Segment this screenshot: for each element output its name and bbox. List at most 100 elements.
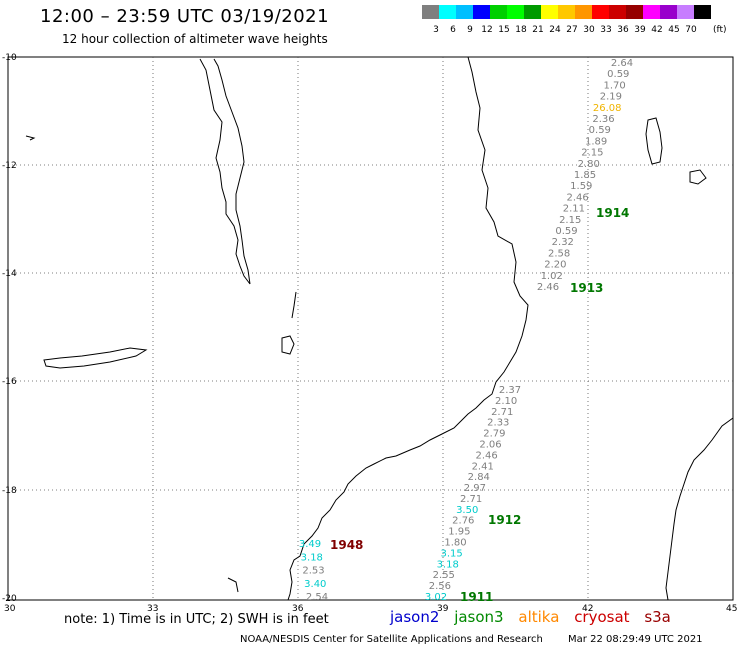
lake-malawi <box>199 58 251 285</box>
scale-swatch <box>643 5 660 19</box>
shire-river <box>291 291 297 319</box>
scale-label: 30 <box>583 25 595 35</box>
scale-label: 39 <box>634 25 646 35</box>
wave-height-value: 2.15 <box>581 148 603 159</box>
scale-label: 36 <box>617 25 629 35</box>
lon-label-30: 30 <box>4 604 16 614</box>
lon-label-36: 36 <box>292 604 304 614</box>
scale-unit: (ft) <box>713 25 727 35</box>
wave-height-value: 2.58 <box>548 248 570 259</box>
scale-swatch <box>592 5 609 19</box>
lake-chilwa <box>281 335 295 355</box>
scale-label: 6 <box>450 25 456 35</box>
wave-height-value: 2.32 <box>552 237 574 248</box>
lat-label-10: -10 <box>2 53 17 63</box>
wave-height-value: 1.89 <box>585 136 607 147</box>
wave-height-value: 2.79 <box>483 429 505 440</box>
color-scale-legend: 3 6 9 12 15 18 21 24 27 30 33 36 39 42 45 70 (ft) <box>422 5 727 35</box>
wave-height-value: 2.46 <box>475 450 497 461</box>
wave-height-value: 1.85 <box>574 170 596 181</box>
lat-label-20: -20 <box>2 594 17 604</box>
island-west <box>25 135 36 141</box>
wave-height-value: 3.15 <box>440 548 462 559</box>
footer: NOAA/NESDIS Center for Satellite Applica… <box>240 634 725 645</box>
wave-height-value: 2.53 <box>302 566 324 577</box>
scale-swatch <box>507 5 524 19</box>
wave-height-value: 2.55 <box>433 570 455 581</box>
pass-label-1948: 1948 <box>330 538 363 552</box>
scale-swatch <box>575 5 592 19</box>
wave-height-value: 1.59 <box>570 181 592 192</box>
map-title: 12:00 – 23:59 UTC 03/19/2021 <box>40 6 330 27</box>
wave-height-value: 2.06 <box>479 440 501 451</box>
wave-height-value: 26.08 <box>593 103 622 114</box>
satellite-cryosat: cryosat <box>574 608 630 626</box>
scale-swatch <box>660 5 677 19</box>
map-subtitle: 12 hour collection of altimeter wave hei… <box>62 32 328 46</box>
wave-height-value: 2.64 <box>611 58 633 69</box>
wave-height-value: 2.33 <box>487 418 509 429</box>
wave-height-value: 2.19 <box>600 92 622 103</box>
wave-height-value: 1.80 <box>444 538 466 549</box>
scale-swatch <box>626 5 643 19</box>
wave-height-value: 2.41 <box>472 461 494 472</box>
scale-swatch <box>694 5 711 19</box>
lon-label-33: 33 <box>147 604 158 614</box>
wave-height-value: 2.46 <box>537 282 559 293</box>
wave-height-value: 2.20 <box>544 260 566 271</box>
scale-swatch <box>439 5 456 19</box>
scale-swatch <box>541 5 558 19</box>
scale-swatch <box>422 5 439 19</box>
scale-label: 12 <box>481 25 492 35</box>
lat-label-18: -18 <box>2 486 17 496</box>
units-note: note: 1) Time is in UTC; 2) SWH is in fe… <box>64 612 329 627</box>
pass-label-1912: 1912 <box>488 513 521 527</box>
scale-swatch <box>456 5 473 19</box>
lat-label-16: -16 <box>2 377 17 387</box>
wave-height-value: 2.15 <box>559 215 581 226</box>
scale-label: 45 <box>668 25 679 35</box>
madagascar-coast <box>665 417 734 601</box>
scale-label: 42 <box>651 25 662 35</box>
wave-height-value: 2.56 <box>429 581 451 592</box>
wave-height-value: 1.95 <box>448 527 470 538</box>
lat-label-12: -12 <box>2 161 17 171</box>
wave-height-value: 2.54 <box>306 592 328 603</box>
scale-label: 3 <box>433 25 439 35</box>
scale-label: 33 <box>600 25 611 35</box>
scale-swatch <box>490 5 507 19</box>
comoros-island <box>645 117 663 165</box>
lake-kariba-fragment <box>227 577 239 593</box>
wave-height-value: 3.49 <box>299 539 321 550</box>
map-frame <box>7 56 734 601</box>
wave-height-value: 1.02 <box>541 271 563 282</box>
africa-east-coastline <box>287 56 529 601</box>
pass-label-1911: 1911 <box>460 590 493 604</box>
wave-height-value: 3.18 <box>437 559 459 570</box>
footer-timestamp: Mar 22 08:29:49 UTC 2021 <box>568 634 703 645</box>
satellite-altika: altika <box>518 608 560 626</box>
wave-height-value: 0.59 <box>607 69 629 80</box>
lake-bangweulu <box>43 347 148 369</box>
lon-label-39: 39 <box>437 604 449 614</box>
lon-label-45: 45 <box>726 604 737 614</box>
scale-swatch <box>524 5 541 19</box>
satellite-s3a: s3a <box>644 608 671 626</box>
scale-label: 21 <box>532 25 543 35</box>
scale-swatch <box>677 5 694 19</box>
wave-height-value: 2.46 <box>566 192 588 203</box>
satellite-jason2: jason2 <box>390 608 440 626</box>
small-island-east <box>689 169 707 185</box>
satellite-legend: jason2 jason3 altika cryosat s3a <box>390 608 681 626</box>
wave-height-value: 2.80 <box>578 159 600 170</box>
scale-swatch <box>609 5 626 19</box>
grid-lines <box>8 57 733 600</box>
wave-height-value: 2.37 <box>499 385 521 396</box>
scale-swatch <box>558 5 575 19</box>
wave-height-value: 2.84 <box>468 472 490 483</box>
wave-height-value: 2.71 <box>491 407 513 418</box>
scale-label: 27 <box>566 25 577 35</box>
scale-label: 70 <box>685 25 697 35</box>
wave-height-value: 2.97 <box>464 483 486 494</box>
